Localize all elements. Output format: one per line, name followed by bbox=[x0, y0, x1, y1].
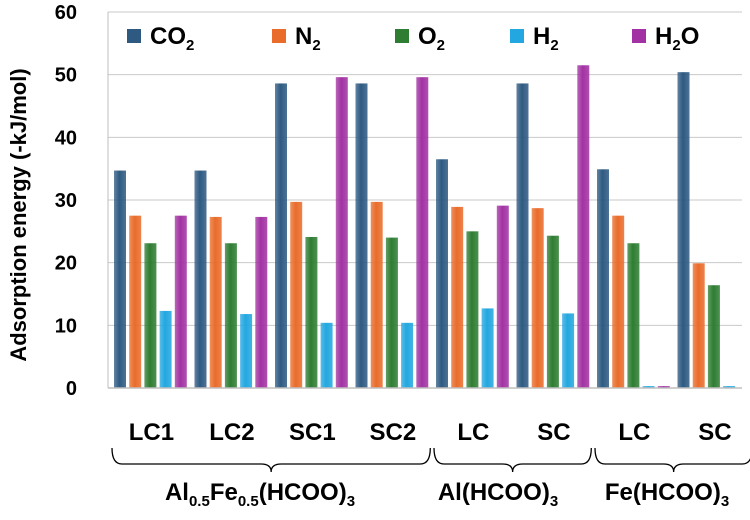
group-label: Al0.5Fe0.5(HCOO)3 bbox=[165, 479, 355, 510]
x-category-label: SC2 bbox=[370, 419, 417, 446]
group-brace bbox=[594, 447, 750, 473]
legend-swatch-h2 bbox=[510, 29, 524, 43]
bar-o2-5 bbox=[546, 235, 559, 388]
bar-h2o-4 bbox=[496, 205, 509, 388]
group-brace bbox=[433, 447, 592, 473]
group-brace bbox=[111, 447, 431, 473]
bar-h2-6 bbox=[642, 386, 655, 388]
bar-n2-3 bbox=[370, 201, 383, 388]
bar-h2-0 bbox=[159, 310, 172, 388]
bar-h2-4 bbox=[481, 308, 494, 388]
legend: CO2 N2 O2 H2 H2O bbox=[127, 23, 699, 54]
bar-h2-2 bbox=[320, 322, 333, 388]
x-category-label: LC bbox=[457, 419, 489, 446]
bar-n2-1 bbox=[209, 216, 222, 388]
legend-label-h2: H2 bbox=[533, 23, 559, 54]
x-category-label: LC bbox=[618, 419, 650, 446]
y-axis-label: Adsorption energy (-kJ/mol) bbox=[6, 68, 31, 361]
bar-h2-5 bbox=[562, 313, 575, 388]
legend-label-n2: N2 bbox=[295, 23, 321, 54]
y-tick-label: 60 bbox=[55, 2, 77, 24]
bar-h2o-5 bbox=[577, 65, 590, 389]
x-category-label: LC1 bbox=[129, 419, 174, 446]
bar-n2-2 bbox=[290, 201, 303, 388]
bar-o2-7 bbox=[707, 285, 720, 388]
bar-o2-2 bbox=[305, 236, 318, 388]
x-category-label: LC2 bbox=[209, 419, 254, 446]
y-tick-label: 20 bbox=[55, 253, 77, 275]
legend-label-h2o: H2O bbox=[655, 23, 699, 54]
bar-h2o-3 bbox=[416, 77, 429, 388]
bar-co2-2 bbox=[275, 83, 287, 388]
legend-swatch-n2 bbox=[272, 29, 286, 43]
bar-h2-3 bbox=[401, 322, 414, 388]
x-category-label: SC bbox=[537, 419, 570, 446]
bar-o2-6 bbox=[627, 243, 640, 388]
bar-co2-1 bbox=[194, 170, 207, 388]
bar-co2-7 bbox=[677, 72, 690, 388]
bar-n2-6 bbox=[612, 215, 625, 388]
x-category-label: SC1 bbox=[289, 419, 336, 446]
legend-swatch-co2 bbox=[127, 29, 141, 43]
y-tick-label: 50 bbox=[55, 65, 77, 87]
bar-n2-4 bbox=[451, 206, 464, 388]
bar-h2o-1 bbox=[255, 216, 268, 388]
bar-n2-7 bbox=[692, 263, 705, 388]
y-tick-label: 10 bbox=[55, 315, 77, 337]
bar-n2-5 bbox=[531, 208, 544, 388]
group-label: Fe(HCOO)3 bbox=[605, 479, 729, 510]
bar-co2-4 bbox=[436, 159, 448, 388]
legend-label-o2: O2 bbox=[418, 23, 445, 54]
legend-swatch-h2o bbox=[632, 29, 646, 43]
bar-h2o-6 bbox=[657, 386, 670, 388]
axes: 0 10 20 30 40 50 60 LC1 LC2 SC1 SC2 LC SC LC SC Al0.5Fe… bbox=[55, 2, 750, 510]
bar-co2-5 bbox=[516, 83, 529, 388]
bar-co2-6 bbox=[597, 169, 609, 388]
bar-o2-0 bbox=[144, 243, 157, 388]
legend-swatch-o2 bbox=[395, 29, 409, 43]
y-tick-label: 40 bbox=[55, 127, 77, 149]
bar-o2-3 bbox=[385, 237, 398, 388]
bars bbox=[114, 65, 736, 389]
legend-label-co2: CO2 bbox=[150, 23, 194, 54]
bar-o2-4 bbox=[466, 231, 479, 388]
group-label: Al(HCOO)3 bbox=[438, 479, 558, 510]
bar-h2-7 bbox=[723, 386, 736, 388]
x-category-label: SC bbox=[698, 419, 731, 446]
bar-n2-0 bbox=[129, 215, 142, 388]
bar-h2o-2 bbox=[335, 77, 348, 388]
bar-h2-1 bbox=[240, 314, 253, 388]
bar-co2-3 bbox=[355, 83, 368, 388]
y-tick-label: 30 bbox=[55, 190, 77, 212]
bar-h2o-0 bbox=[174, 215, 187, 388]
bar-co2-0 bbox=[114, 170, 126, 388]
y-tick-label: 0 bbox=[66, 378, 77, 400]
bar-o2-1 bbox=[224, 243, 237, 388]
